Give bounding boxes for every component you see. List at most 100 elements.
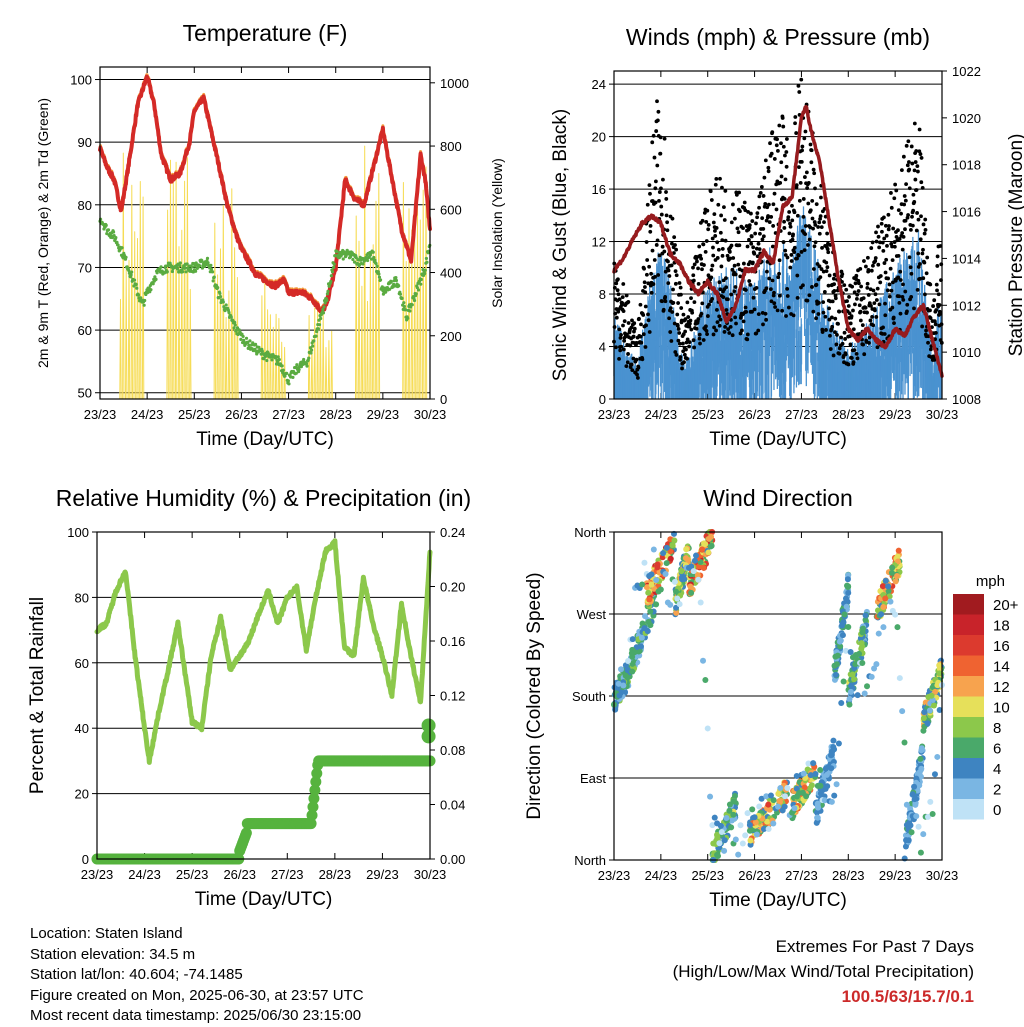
gust-point: [669, 339, 673, 343]
dewpoint-point: [198, 264, 201, 267]
dewpoint-point: [114, 236, 117, 239]
gust-point: [921, 248, 925, 252]
legend-label: 10: [993, 700, 1010, 717]
dewpoint-point: [112, 230, 115, 233]
gust-point: [756, 329, 760, 333]
gust-point: [790, 218, 794, 222]
solar-spike: [261, 296, 262, 399]
solar-spike: [314, 308, 315, 399]
y-tick-label: 16: [592, 182, 606, 197]
dewpoint-point: [206, 261, 209, 264]
gust-point: [923, 218, 927, 222]
gust-point: [883, 332, 887, 336]
gust-point: [736, 226, 740, 230]
gust-point: [781, 125, 785, 129]
gust-point: [895, 235, 899, 239]
gust-point: [762, 194, 766, 198]
gust-point: [683, 330, 687, 334]
gust-point: [717, 314, 721, 318]
gust-point: [658, 152, 662, 156]
direction-point: [906, 823, 912, 829]
gust-point: [658, 190, 662, 194]
dewpoint-point: [400, 297, 403, 300]
gust-point: [761, 323, 765, 327]
gust-point: [616, 288, 620, 292]
gust-point: [811, 217, 815, 221]
gust-point: [906, 213, 910, 217]
gust-point: [699, 257, 703, 261]
gust-point: [899, 312, 903, 316]
dewpoint-point: [184, 270, 187, 273]
gust-point: [621, 295, 625, 299]
direction-point: [860, 626, 866, 632]
gust-point: [769, 215, 773, 219]
gust-point: [760, 185, 764, 189]
direction-point: [823, 766, 829, 772]
gust-point: [799, 181, 803, 185]
gust-point: [665, 220, 669, 224]
dewpoint-point: [305, 364, 308, 367]
gust-point: [653, 156, 657, 160]
gust-point: [747, 238, 751, 242]
gust-point: [790, 204, 794, 208]
dewpoint-point: [235, 329, 238, 332]
y2-tick-label: 200: [440, 329, 462, 344]
gust-point: [812, 171, 816, 175]
dewpoint-point: [154, 278, 157, 281]
gust-point: [805, 170, 809, 174]
legend-swatch: [953, 676, 984, 697]
solar-spike: [273, 327, 275, 399]
dewpoint-point: [310, 349, 313, 352]
gust-point: [677, 327, 681, 331]
y-tick-label: 100: [70, 73, 92, 88]
direction-point: [878, 611, 884, 617]
y2-tick-label: 1014: [952, 251, 981, 266]
dewpoint-point: [335, 250, 338, 253]
gust-point: [759, 191, 763, 195]
gust-point: [824, 315, 828, 319]
gust-point: [753, 307, 757, 311]
direction-point: [883, 578, 889, 584]
gust-point: [791, 238, 795, 242]
gust-point: [776, 275, 780, 279]
direction-point: [629, 669, 635, 675]
direction-point: [845, 576, 851, 582]
gust-point: [845, 299, 849, 303]
gust-point: [785, 137, 789, 141]
direction-point: [892, 612, 898, 618]
gust-point: [901, 248, 905, 252]
gust-point: [772, 291, 776, 295]
dewpoint-point: [166, 270, 169, 273]
direction-point: [775, 791, 781, 797]
solar-spike: [367, 301, 368, 399]
dewpoint-point: [278, 358, 281, 361]
gust-point: [744, 310, 748, 314]
gust-point: [864, 265, 868, 269]
gust-point: [701, 219, 705, 223]
x-tick-label: 23/23: [81, 867, 114, 882]
direction-point: [850, 672, 856, 678]
gust-point: [915, 188, 919, 192]
gust-point: [909, 228, 913, 232]
gust-point: [720, 186, 724, 190]
gust-point: [788, 231, 792, 235]
gust-point: [872, 289, 876, 293]
direction-point: [740, 840, 746, 846]
gust-point: [624, 364, 628, 368]
x-tick-label: 26/23: [225, 407, 258, 422]
gust-point: [663, 295, 667, 299]
direction-point: [705, 725, 711, 731]
direction-point: [699, 546, 705, 552]
gust-point: [650, 291, 654, 295]
gust-point: [667, 316, 671, 320]
solar-spike: [214, 223, 215, 399]
direction-point: [639, 581, 645, 587]
gust-point: [748, 223, 752, 227]
gust-point: [737, 191, 741, 195]
dewpoint-point: [322, 311, 325, 314]
gust-point: [865, 286, 869, 290]
gust-point: [925, 256, 929, 260]
gust-point: [929, 348, 933, 352]
dewpoint-point: [245, 337, 248, 340]
